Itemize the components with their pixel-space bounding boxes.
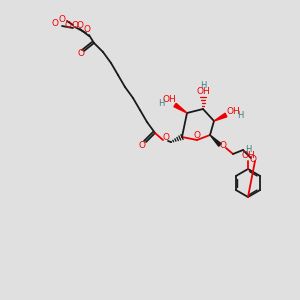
Text: O: O bbox=[52, 20, 58, 28]
Text: OH: OH bbox=[162, 95, 176, 104]
Text: OH: OH bbox=[196, 86, 210, 95]
Text: O: O bbox=[76, 22, 83, 31]
Text: O: O bbox=[139, 140, 145, 149]
Text: O: O bbox=[194, 130, 200, 140]
Text: O: O bbox=[83, 26, 91, 34]
Text: OH: OH bbox=[226, 107, 240, 116]
Text: H: H bbox=[237, 110, 243, 119]
Polygon shape bbox=[214, 113, 227, 121]
Text: O: O bbox=[220, 142, 226, 151]
Text: O: O bbox=[163, 133, 170, 142]
Text: OH: OH bbox=[241, 152, 255, 160]
Text: O: O bbox=[77, 50, 85, 58]
Text: H: H bbox=[158, 98, 164, 107]
Text: O: O bbox=[58, 14, 65, 23]
Text: H: H bbox=[245, 146, 251, 154]
Text: H: H bbox=[200, 80, 206, 89]
Polygon shape bbox=[174, 103, 187, 113]
Text: O: O bbox=[64, 20, 71, 29]
Text: O: O bbox=[250, 155, 256, 164]
Polygon shape bbox=[210, 135, 221, 146]
Text: O: O bbox=[71, 22, 79, 31]
